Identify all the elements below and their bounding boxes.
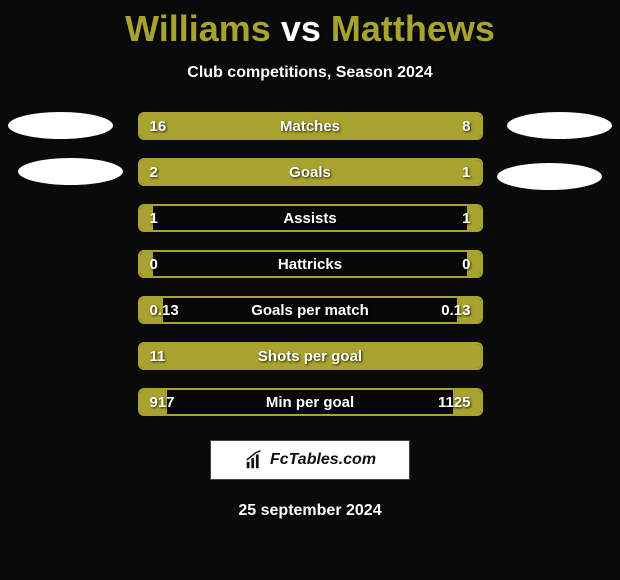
chart-icon: [244, 449, 266, 471]
stat-row: 16Matches8: [138, 112, 483, 140]
stat-row: 0.13Goals per match0.13: [138, 296, 483, 324]
stat-label: Goals per match: [140, 298, 481, 322]
stat-fill-right: [361, 114, 480, 138]
stat-fill-left: [140, 298, 164, 322]
stat-fill-left: [140, 252, 154, 276]
stat-fill-left: [140, 344, 481, 368]
stat-fill-left: [140, 390, 167, 414]
stat-row: 1Assists1: [138, 204, 483, 232]
vs-text: vs: [281, 8, 321, 49]
stat-fill-right: [453, 390, 480, 414]
stat-fill-right: [457, 298, 481, 322]
stats-block: 16Matches8 2Goals1 1Assists1 0Hattricks0 0.1…: [0, 112, 620, 416]
stat-fill-right: [365, 160, 481, 184]
player1-club-placeholder: [18, 158, 123, 185]
stat-fill-right: [467, 206, 481, 230]
player1-photo-placeholder: [8, 112, 113, 139]
stat-fill-right: [467, 252, 481, 276]
fctables-logo[interactable]: FcTables.com: [210, 440, 410, 480]
stat-fill-left: [140, 114, 362, 138]
stat-label: Assists: [140, 206, 481, 230]
stat-fill-left: [140, 160, 365, 184]
stat-row: 917Min per goal1125: [138, 388, 483, 416]
logo-text: FcTables.com: [270, 451, 376, 469]
stat-label: Hattricks: [140, 252, 481, 276]
page-title: Williams vs Matthews: [0, 0, 620, 50]
stat-label: Min per goal: [140, 390, 481, 414]
player1-name: Williams: [125, 8, 271, 49]
player2-name: Matthews: [331, 8, 495, 49]
stat-row: 2Goals1: [138, 158, 483, 186]
stat-row: 0Hattricks0: [138, 250, 483, 278]
footer-date: 25 september 2024: [0, 502, 620, 520]
subtitle: Club competitions, Season 2024: [0, 64, 620, 82]
stat-fill-left: [140, 206, 154, 230]
stat-row: 11Shots per goal: [138, 342, 483, 370]
player2-photo-placeholder: [507, 112, 612, 139]
player2-club-placeholder: [497, 163, 602, 190]
